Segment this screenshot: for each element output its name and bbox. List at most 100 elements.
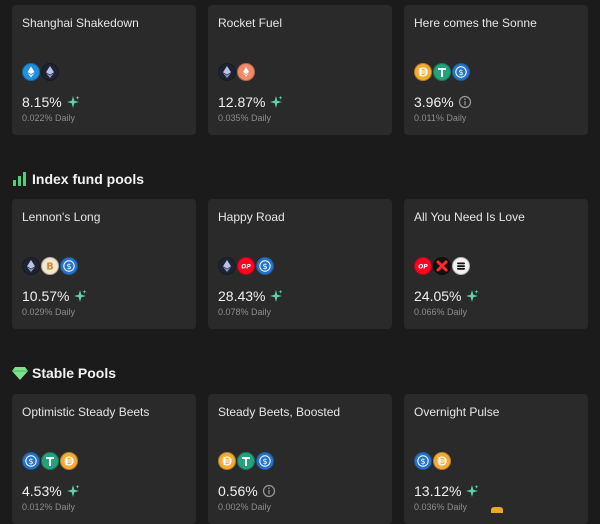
pool-card-shanghai-shakedown[interactable]: Shanghai Shakedown 8.15% 0.022% Daily bbox=[12, 5, 196, 135]
token-list bbox=[218, 62, 256, 82]
svg-text:$: $ bbox=[458, 68, 463, 77]
pool-daily: 0.002% Daily bbox=[218, 502, 272, 512]
pool-apy: 8.15% bbox=[22, 94, 62, 110]
pool-name: Rocket Fuel bbox=[218, 16, 283, 30]
usdc-token-icon: $ bbox=[414, 452, 432, 470]
pool-daily: 0.035% Daily bbox=[218, 113, 272, 123]
pool-apy: 3.96% bbox=[414, 94, 454, 110]
svg-text:$: $ bbox=[262, 262, 267, 271]
token-list bbox=[22, 62, 60, 82]
pool-rate: 8.15% bbox=[22, 94, 80, 110]
pool-name: All You Need Is Love bbox=[414, 210, 525, 224]
section-heading-stable-pools: Stable Pools bbox=[12, 365, 116, 381]
sparkle-icon[interactable] bbox=[66, 95, 80, 109]
floating-element-edge bbox=[491, 507, 503, 513]
pool-card-steady-beets-boosted[interactable]: Steady Beets, Boosted $ 0.56% 0.002% Dai… bbox=[208, 394, 392, 524]
pool-apy: 4.53% bbox=[22, 483, 62, 499]
usdc-token-icon: $ bbox=[256, 257, 274, 275]
pool-name: Shanghai Shakedown bbox=[22, 16, 139, 30]
usdt-token-icon bbox=[237, 452, 255, 470]
eth-token-icon bbox=[218, 257, 236, 275]
usdc-token-icon: $ bbox=[22, 452, 40, 470]
pool-rate: 4.53% bbox=[22, 483, 80, 499]
pool-rate: 24.05% bbox=[414, 288, 479, 304]
usdc-token-icon: $ bbox=[60, 257, 78, 275]
eth-token-icon bbox=[22, 257, 40, 275]
pool-rate: 12.87% bbox=[218, 94, 283, 110]
token-list: $ bbox=[22, 451, 79, 471]
top-pools-grid: Shanghai Shakedown 8.15% 0.022% Daily Ro… bbox=[12, 5, 592, 135]
snx-token-icon bbox=[452, 257, 470, 275]
pool-name: Overnight Pulse bbox=[414, 405, 500, 419]
dai-token-icon bbox=[414, 63, 432, 81]
token-list: OP bbox=[414, 256, 471, 276]
pool-card-all-you-need-is-love[interactable]: All You Need Is Love OP 24.05% 0.066% Da… bbox=[404, 199, 588, 329]
pool-daily: 0.011% Daily bbox=[414, 113, 467, 123]
pool-daily: 0.029% Daily bbox=[22, 307, 76, 317]
pool-apy: 0.56% bbox=[218, 483, 258, 499]
usdt-token-icon bbox=[41, 452, 59, 470]
sparkle-icon[interactable] bbox=[73, 289, 87, 303]
eth-token-icon bbox=[41, 63, 59, 81]
pool-rate: 3.96% bbox=[414, 94, 472, 110]
token-list: OP $ bbox=[218, 256, 275, 276]
eth-token-icon bbox=[218, 63, 236, 81]
svg-text:$: $ bbox=[420, 457, 425, 466]
op-token-icon: OP bbox=[414, 257, 432, 275]
pool-apy: 12.87% bbox=[218, 94, 266, 110]
dai-token-icon bbox=[433, 452, 451, 470]
svg-text:$: $ bbox=[262, 457, 267, 466]
pool-card-optimistic-steady-beets[interactable]: Optimistic Steady Beets $ 4.53% 0.012% D… bbox=[12, 394, 196, 524]
pool-card-lennons-long[interactable]: Lennon's Long B $ 10.57% 0.029% Daily bbox=[12, 199, 196, 329]
section-title: Index fund pools bbox=[32, 171, 144, 187]
gem-icon bbox=[12, 367, 28, 380]
pool-name: Here comes the Sonne bbox=[414, 16, 537, 30]
usdt-token-icon bbox=[433, 63, 451, 81]
pool-name: Happy Road bbox=[218, 210, 285, 224]
usdc-token-icon: $ bbox=[452, 63, 470, 81]
btc-token-icon: B bbox=[41, 257, 59, 275]
info-icon[interactable] bbox=[262, 484, 276, 498]
sparkle-icon[interactable] bbox=[465, 289, 479, 303]
token-list: $ bbox=[414, 62, 471, 82]
pool-daily: 0.066% Daily bbox=[414, 307, 468, 317]
svg-text:$: $ bbox=[28, 457, 33, 466]
pool-apy: 13.12% bbox=[414, 483, 462, 499]
steth-token-icon bbox=[22, 63, 40, 81]
section-title: Stable Pools bbox=[32, 365, 117, 381]
sparkle-icon[interactable] bbox=[269, 289, 283, 303]
pool-card-here-comes-the-sonne[interactable]: Here comes the Sonne $ 3.96% 0.011% Dail… bbox=[404, 5, 588, 135]
pool-rate: 13.12% bbox=[414, 483, 479, 499]
info-icon[interactable] bbox=[458, 95, 472, 109]
pool-daily: 0.012% Daily bbox=[22, 502, 76, 512]
pool-apy: 28.43% bbox=[218, 288, 266, 304]
dai-token-icon bbox=[218, 452, 236, 470]
stable-pools-grid: Optimistic Steady Beets $ 4.53% 0.012% D… bbox=[12, 394, 592, 524]
pool-name: Lennon's Long bbox=[22, 210, 101, 224]
bar-chart-icon bbox=[13, 172, 26, 186]
pool-rate: 28.43% bbox=[218, 288, 283, 304]
pool-apy: 10.57% bbox=[22, 288, 70, 304]
svg-text:OP: OP bbox=[241, 264, 251, 271]
pool-rate: 0.56% bbox=[218, 483, 276, 499]
pool-card-rocket-fuel[interactable]: Rocket Fuel 12.87% 0.035% Daily bbox=[208, 5, 392, 135]
reth-token-icon bbox=[237, 63, 255, 81]
pool-name: Steady Beets, Boosted bbox=[218, 405, 341, 419]
pool-name: Optimistic Steady Beets bbox=[22, 405, 150, 419]
section-heading-index-fund-pools: Index fund pools bbox=[12, 171, 144, 187]
svg-text:OP: OP bbox=[418, 264, 428, 271]
index-pools-grid: Lennon's Long B $ 10.57% 0.029% Daily Hap… bbox=[12, 199, 592, 329]
dai-token-icon bbox=[60, 452, 78, 470]
sparkle-icon[interactable] bbox=[269, 95, 283, 109]
pool-daily: 0.036% Daily bbox=[414, 502, 468, 512]
sparkle-icon[interactable] bbox=[465, 484, 479, 498]
pool-rate: 10.57% bbox=[22, 288, 87, 304]
sparkle-icon[interactable] bbox=[66, 484, 80, 498]
token-list: B $ bbox=[22, 256, 79, 276]
op-token-icon: OP bbox=[237, 257, 255, 275]
usdc-token-icon: $ bbox=[256, 452, 274, 470]
pool-daily: 0.078% Daily bbox=[218, 307, 272, 317]
pool-card-happy-road[interactable]: Happy Road OP $ 28.43% 0.078% Daily bbox=[208, 199, 392, 329]
velo-token-icon bbox=[433, 257, 451, 275]
pool-card-overnight-pulse[interactable]: Overnight Pulse $ 13.12% 0.036% Daily bbox=[404, 394, 588, 524]
